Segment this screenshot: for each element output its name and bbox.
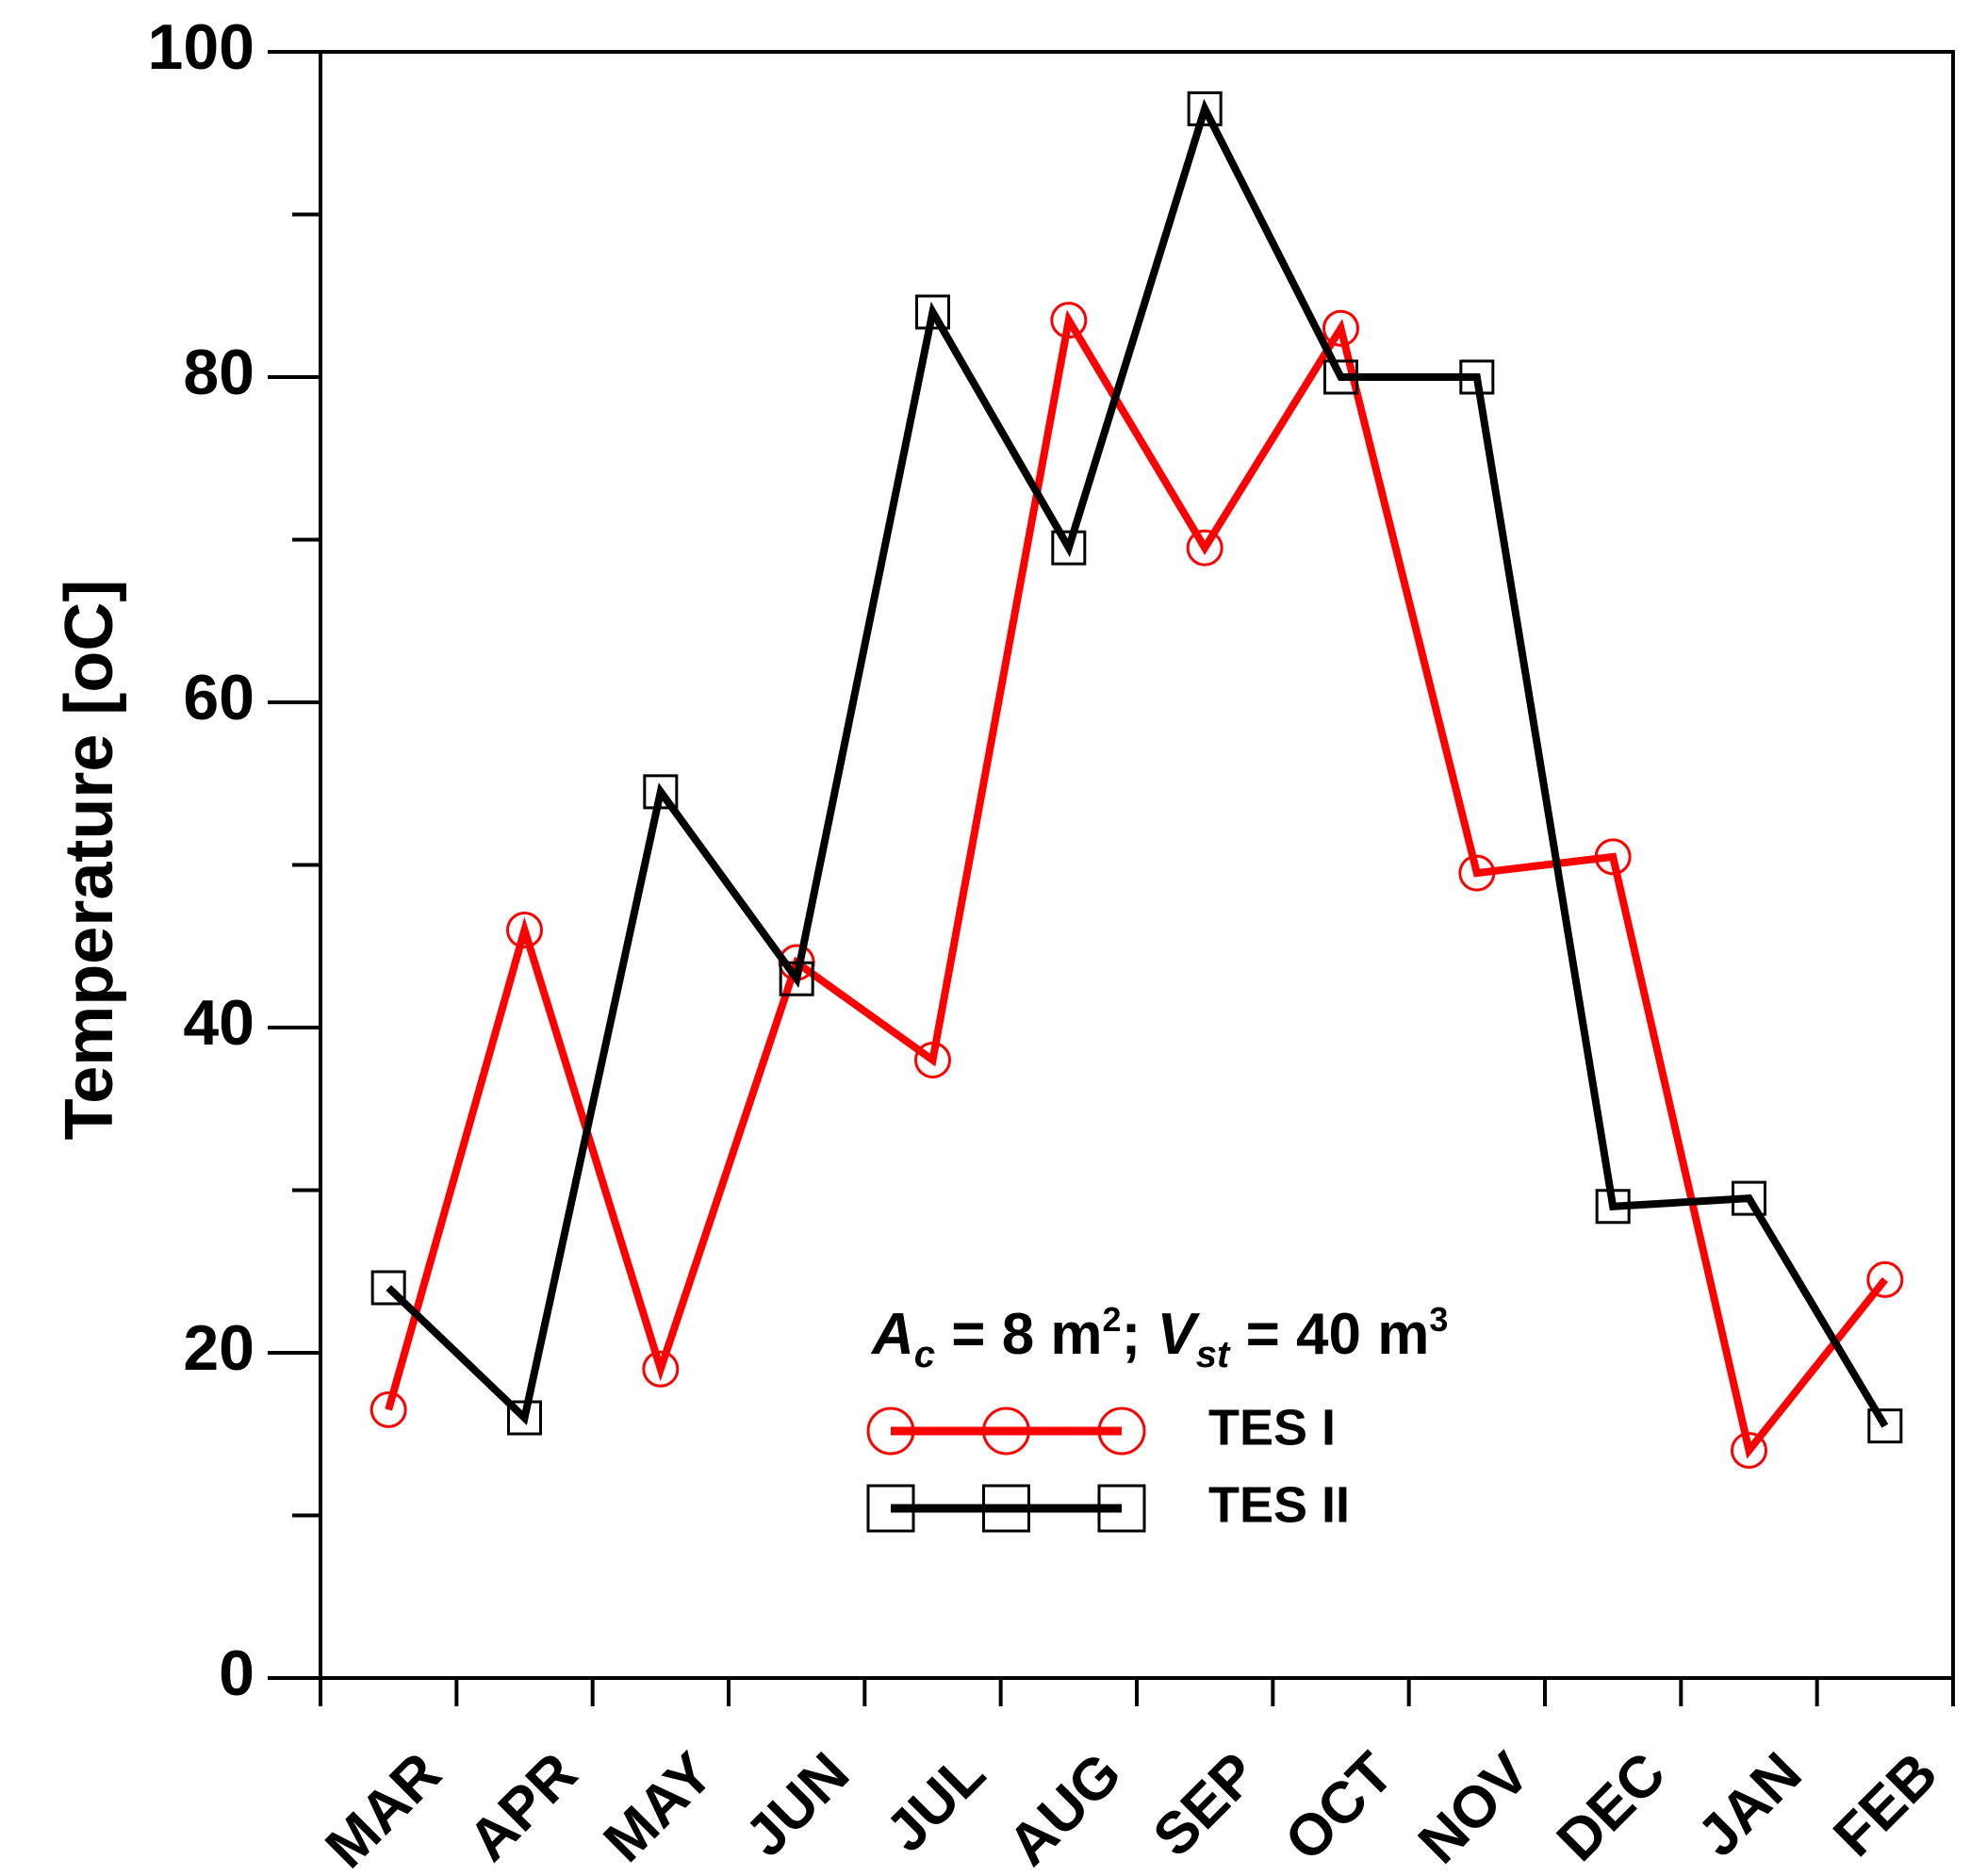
x-category-label: APR: [456, 1740, 589, 1873]
data-point: [1323, 359, 1358, 395]
legend-marker: [982, 1407, 1030, 1456]
legend-marker: [982, 1484, 1030, 1533]
y-tick-label: 80: [183, 337, 255, 408]
y-tick-label: 100: [148, 11, 255, 83]
data-point: [1051, 530, 1087, 566]
data-point: [1731, 1432, 1767, 1469]
legend-title-sep: ;: [1122, 1302, 1158, 1367]
data-point: [1732, 1180, 1766, 1216]
plot-frame: [319, 50, 1955, 1680]
data-point: [642, 1350, 680, 1388]
data-point: [914, 1042, 951, 1078]
data-point: [1050, 302, 1088, 339]
x-category-label: FEB: [1821, 1740, 1949, 1868]
x-category-label: JUL: [874, 1740, 998, 1865]
legend-title-a: A: [870, 1302, 914, 1367]
legend-title-area-sup: 2: [1103, 1300, 1122, 1339]
data-point: [1867, 1408, 1903, 1444]
x-category-label: JAN: [1685, 1740, 1814, 1868]
x-category-label: MAY: [592, 1740, 726, 1874]
legend-entry: TES I: [866, 1399, 1336, 1456]
x-category-label: JUN: [733, 1740, 862, 1868]
legend-title-volume-sup: 3: [1429, 1300, 1448, 1339]
legend-title-v-sub: st: [1196, 1334, 1231, 1375]
y-tick-label: 40: [183, 987, 255, 1059]
legend-entry: TES II: [866, 1476, 1350, 1533]
legend: Ac = 8 m2; Vst = 40 m3 TES I TES II: [866, 1300, 1448, 1533]
legend-marker: [1097, 1484, 1146, 1533]
legend-title: Ac = 8 m2; Vst = 40 m3: [870, 1300, 1448, 1375]
legend-marker: [1097, 1407, 1146, 1456]
x-category-label: MAR: [314, 1740, 454, 1876]
y-tick-label: 60: [183, 662, 255, 733]
data-point: [779, 961, 814, 996]
series-tes-i: [369, 302, 1904, 1469]
data-point: [643, 774, 679, 810]
data-point: [369, 1391, 407, 1428]
legend-title-v: V: [1157, 1302, 1200, 1367]
legend-title-a-sub: c: [914, 1334, 935, 1375]
data-point: [1866, 1260, 1904, 1298]
legend-title-area: = 8 m: [935, 1302, 1103, 1367]
data-point: [1186, 529, 1223, 567]
x-category-label: AUG: [996, 1740, 1134, 1876]
legend-label: TES I: [1208, 1399, 1336, 1456]
data-point: [1458, 854, 1496, 892]
data-point: [915, 294, 950, 330]
data-point: [1322, 309, 1359, 347]
x-category-label: NOV: [1406, 1740, 1542, 1876]
x-category-label: OCT: [1273, 1740, 1405, 1873]
y-tick-label: 0: [219, 1637, 255, 1709]
y-axis-title: Temperature [oC]: [52, 580, 127, 1141]
data-point: [507, 1400, 542, 1436]
series-line: [386, 98, 1889, 1428]
series-layer: [369, 91, 1904, 1469]
x-category-label: SEP: [1141, 1740, 1271, 1869]
data-point: [1187, 91, 1223, 126]
data-point: [370, 1270, 406, 1306]
y-axis-title-main: Temperature [oC]: [52, 580, 127, 1141]
legend-title-volume: = 40 m: [1229, 1302, 1429, 1367]
data-point: [506, 912, 543, 948]
legend-label: TES II: [1208, 1476, 1350, 1533]
series-line: [385, 309, 1888, 1459]
y-tick-label: 20: [183, 1312, 255, 1384]
y-axis-ticks: 0 20 40 60 80 100: [148, 11, 320, 1709]
series-tes-ii: [370, 91, 1903, 1444]
legend-marker: [866, 1407, 915, 1456]
legend-marker: [866, 1484, 915, 1533]
data-point: [1595, 1189, 1631, 1225]
x-category-label: DEC: [1545, 1740, 1678, 1873]
data-point: [1459, 359, 1495, 395]
data-point: [1594, 838, 1632, 876]
axes: [319, 50, 1955, 1680]
